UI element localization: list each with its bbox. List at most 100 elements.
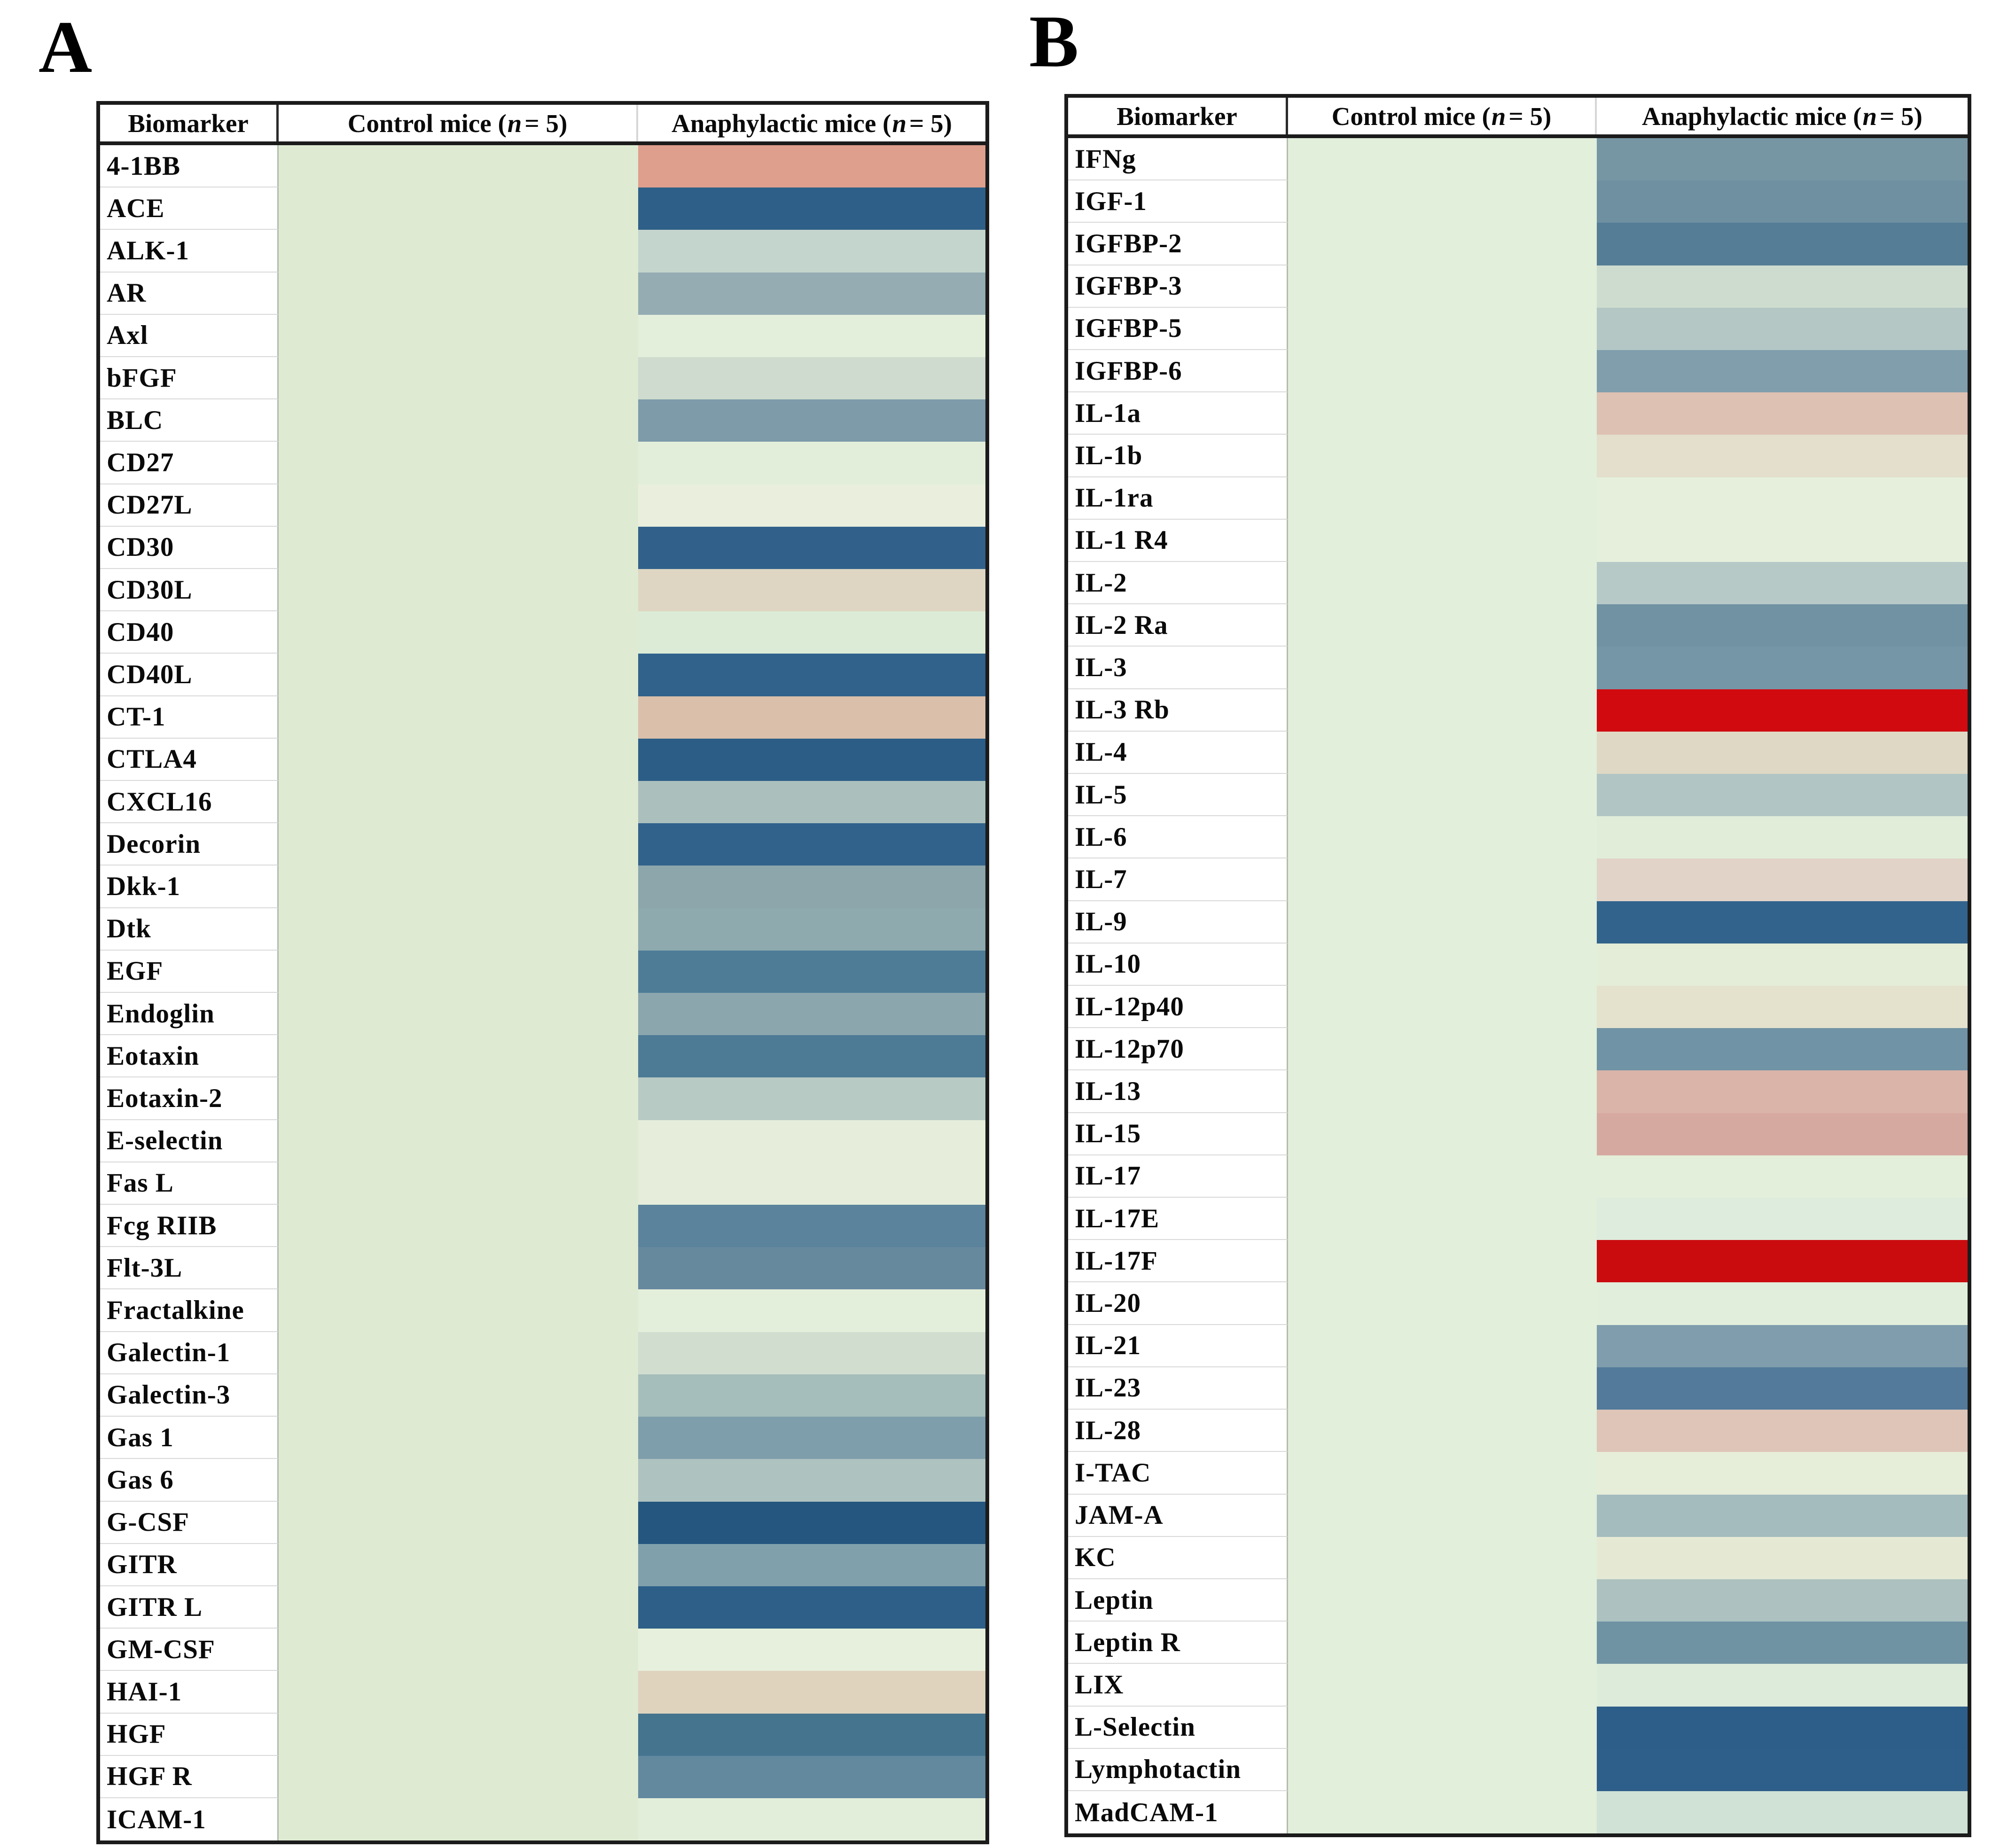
anaphylactic-cell — [638, 272, 985, 315]
biomarker-label: IL-10 — [1068, 943, 1288, 986]
table-row: Fas L — [100, 1162, 985, 1205]
control-cell — [279, 781, 638, 824]
biomarker-label: CD27L — [100, 484, 279, 527]
anaphylactic-cell — [1597, 1579, 1968, 1622]
control-cell — [279, 1374, 638, 1417]
biomarker-label: IL-7 — [1068, 858, 1288, 901]
table-row: IL-3 Rb — [1068, 689, 1968, 732]
anaphylactic-cell — [1597, 1664, 1968, 1707]
anaphylactic-cell — [638, 993, 985, 1036]
table-row: Galectin-3 — [100, 1374, 985, 1417]
anaphylactic-cell — [1597, 307, 1968, 351]
anaphylactic-cell — [1597, 1536, 1968, 1579]
control-cell — [279, 1671, 638, 1714]
control-cell — [279, 611, 638, 654]
table-row: IL-1 R4 — [1068, 519, 1968, 562]
n-symbol: n — [892, 109, 907, 138]
biomarker-label: IFNg — [1068, 138, 1288, 181]
table-row: IL-28 — [1068, 1410, 1968, 1452]
biomarker-label: IL-5 — [1068, 774, 1288, 817]
table-row: L-Selectin — [1068, 1706, 1968, 1749]
biomarker-label: IGFBP-6 — [1068, 350, 1288, 393]
biomarker-label: EGF — [100, 950, 279, 993]
anaphylactic-cell — [638, 1077, 985, 1120]
biomarker-label: 4-1BB — [100, 145, 279, 188]
biomarker-label: KC — [1068, 1536, 1288, 1579]
biomarker-label: E-selectin — [100, 1120, 279, 1162]
anaphylactic-cell — [1597, 1622, 1968, 1664]
table-row: Decorin — [100, 823, 985, 866]
biomarker-label: IL-2 — [1068, 562, 1288, 605]
control-cell — [1288, 858, 1597, 901]
anaphylactic-cell — [638, 526, 985, 569]
table-row: Galectin-1 — [100, 1332, 985, 1374]
table-row: Lymphotactin — [1068, 1748, 1968, 1791]
heatmap-rows: 4-1BB ACE ALK-1 AR Axl bFGF BLC CD27 CD27L CD30 CD… — [100, 145, 985, 1841]
table-row: IL-1a — [1068, 392, 1968, 435]
anaphylactic-cell — [1597, 1155, 1968, 1198]
biomarker-label: IL-12p40 — [1068, 986, 1288, 1029]
control-cell — [279, 1205, 638, 1248]
control-cell — [1288, 1622, 1597, 1664]
anaphylactic-cell — [1597, 1070, 1968, 1113]
table-row: Leptin R — [1068, 1622, 1968, 1664]
table-row: BLC — [100, 399, 985, 442]
table-row: E-selectin — [100, 1120, 985, 1162]
table-row: IL-12p40 — [1068, 986, 1968, 1029]
biomarker-label: IL-28 — [1068, 1410, 1288, 1452]
anaphylactic-cell — [638, 823, 985, 866]
biomarker-label: IL-4 — [1068, 731, 1288, 774]
table-row: IL-21 — [1068, 1325, 1968, 1367]
anaphylactic-cell — [1597, 1494, 1968, 1537]
table-header-row: Biomarker Control mice (n = 5) Anaphylac… — [1068, 98, 1968, 138]
table-row: IL-23 — [1068, 1367, 1968, 1410]
anaphylactic-cell — [638, 1247, 985, 1290]
control-cell — [1288, 1410, 1597, 1452]
table-row: ACE — [100, 187, 985, 230]
control-cell — [279, 442, 638, 484]
biomarker-label: IGFBP-2 — [1068, 223, 1288, 265]
control-cell — [279, 1289, 638, 1332]
anaphylactic-cell — [638, 230, 985, 273]
biomarker-label: GITR L — [100, 1586, 279, 1629]
control-cell — [1288, 1198, 1597, 1240]
anaphylactic-cell — [1597, 1198, 1968, 1240]
anaphylactic-cell — [638, 569, 985, 612]
biomarker-label: Gas 6 — [100, 1459, 279, 1502]
table-row: 4-1BB — [100, 145, 985, 188]
anaphylactic-cell — [1597, 1706, 1968, 1749]
biomarker-label: G-CSF — [100, 1501, 279, 1544]
control-cell — [1288, 986, 1597, 1029]
table-row: bFGF — [100, 357, 985, 400]
biomarker-label: IGFBP-3 — [1068, 265, 1288, 308]
anaphylactic-cell — [638, 145, 985, 188]
column-header-control-mice: Control mice (n = 5) — [279, 105, 638, 141]
table-row: IGFBP-6 — [1068, 350, 1968, 393]
biomarker-label: Gas 1 — [100, 1417, 279, 1459]
anaphylactic-cell — [1597, 1325, 1968, 1367]
anaphylactic-cell — [638, 1459, 985, 1502]
control-cell — [1288, 138, 1597, 181]
control-cell — [279, 1120, 638, 1162]
header-text: = 5) — [1880, 101, 1922, 131]
table-row: Dtk — [100, 908, 985, 951]
anaphylactic-cell — [1597, 1113, 1968, 1155]
table-row: AR — [100, 272, 985, 315]
biomarker-label: CXCL16 — [100, 781, 279, 824]
anaphylactic-cell — [1597, 1367, 1968, 1410]
table-row: HGF — [100, 1713, 985, 1756]
control-cell — [1288, 943, 1597, 986]
anaphylactic-cell — [1597, 943, 1968, 986]
anaphylactic-cell — [1597, 265, 1968, 308]
n-symbol: n — [1491, 101, 1506, 131]
table-row: Axl — [100, 314, 985, 358]
control-cell — [279, 1755, 638, 1798]
table-row: Leptin — [1068, 1579, 1968, 1622]
column-header-anaphylactic-mice: Anaphylactic mice (n = 5) — [638, 105, 985, 141]
biomarker-label: IL-9 — [1068, 901, 1288, 943]
biomarker-label: CD40L — [100, 654, 279, 696]
anaphylactic-cell — [638, 1417, 985, 1459]
panel-a-table: Biomarker Control mice (n = 5) Anaphylac… — [96, 101, 989, 1844]
header-text: Control mice ( — [347, 109, 507, 138]
control-cell — [1288, 562, 1597, 605]
